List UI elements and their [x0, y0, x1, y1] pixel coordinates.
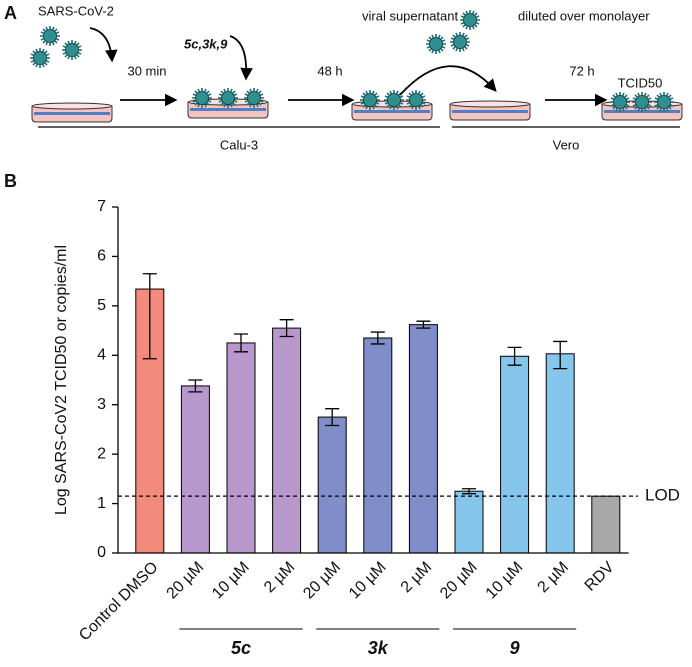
error-bar — [370, 331, 385, 345]
x-tick-label: RDV — [582, 559, 618, 595]
x-tick-label: 2 µM — [535, 559, 572, 596]
bar — [317, 416, 347, 554]
virus-icon — [425, 33, 447, 55]
bar — [363, 337, 393, 554]
virus-label: SARS-CoV-2 — [38, 3, 114, 18]
bar — [500, 355, 530, 554]
bar — [408, 324, 438, 554]
arrow — [399, 65, 497, 96]
step-label: 30 min — [127, 63, 166, 78]
error-bar — [416, 320, 431, 329]
x-tick-label: 10 µM — [209, 559, 253, 603]
panel-label: B — [4, 171, 17, 191]
error-bar — [507, 346, 522, 366]
arrow — [89, 27, 118, 63]
readout-label: TCID50 — [618, 75, 663, 90]
bar — [226, 342, 256, 554]
compounds-label: 5c,3k,9 — [184, 36, 228, 51]
virus-icon — [359, 89, 381, 111]
bar — [272, 327, 302, 554]
x-tick-label: Control DMSO — [76, 559, 162, 645]
schematic: A SARS-CoV-2 30 min 5c,3k,9 48 h viral s… — [4, 3, 683, 152]
arrow — [229, 35, 253, 81]
y-tick-label: 2 — [97, 445, 106, 462]
bar — [180, 385, 210, 554]
y-tick-label: 3 — [97, 396, 106, 413]
virus-icon — [243, 87, 265, 109]
x-tick-label: 20 µM — [437, 559, 481, 603]
x-tick-label: 20 µM — [164, 559, 208, 603]
x-tick-label: 20 µM — [300, 559, 344, 603]
group-label: 3k — [368, 638, 389, 658]
cell-line-label: Vero — [553, 137, 580, 152]
error-bar — [142, 273, 157, 360]
y-tick-label: 5 — [97, 297, 106, 314]
error-bar — [188, 379, 203, 393]
virus-icon — [609, 91, 631, 113]
virus-icon — [29, 47, 51, 69]
bar — [545, 353, 575, 554]
reference-label: LOD — [645, 486, 680, 505]
virus-icon — [39, 25, 61, 47]
group-label: 5c — [231, 638, 251, 658]
error-bar — [462, 488, 476, 495]
y-tick-label: 6 — [97, 248, 106, 265]
panel-label: A — [4, 3, 17, 23]
step-label: 72 h — [569, 63, 594, 78]
dish — [31, 102, 113, 123]
virus-icon — [405, 89, 427, 111]
y-tick-label: 7 — [97, 198, 106, 215]
transfer-label: viral supernatant — [362, 8, 458, 23]
y-tick-label: 4 — [97, 347, 106, 364]
step-label: 48 h — [317, 63, 342, 78]
x-tick-label: 10 µM — [346, 559, 390, 603]
bar-chart: B Log SARS-CoV2 TCID50 or copies/ml 0 1 2 3… — [4, 171, 680, 658]
y-tick-label: 1 — [97, 495, 106, 512]
error-bar — [325, 408, 340, 427]
dish — [449, 100, 531, 121]
bar — [454, 490, 484, 554]
virus-icon — [217, 87, 239, 109]
cell-line-label: Calu-3 — [220, 137, 258, 152]
virus-icon — [61, 39, 83, 61]
y-axis-label: Log SARS-CoV2 TCID50 or copies/ml — [53, 245, 70, 515]
x-tick-label: 10 µM — [483, 559, 527, 603]
bar — [591, 495, 621, 554]
error-bar — [553, 340, 568, 370]
error-bar — [234, 333, 248, 353]
virus-icon — [191, 87, 213, 109]
y-tick-label: 0 — [97, 544, 106, 561]
virus-icon — [631, 91, 653, 113]
dilution-label: diluted over monolayer — [518, 8, 650, 23]
virus-icon — [449, 31, 471, 53]
group-label: 9 — [510, 638, 520, 658]
x-tick-label: 2 µM — [398, 559, 435, 596]
error-bar — [279, 319, 294, 338]
x-tick-label: 2 µM — [261, 559, 298, 596]
virus-icon — [459, 9, 481, 31]
virus-icon — [653, 91, 675, 113]
